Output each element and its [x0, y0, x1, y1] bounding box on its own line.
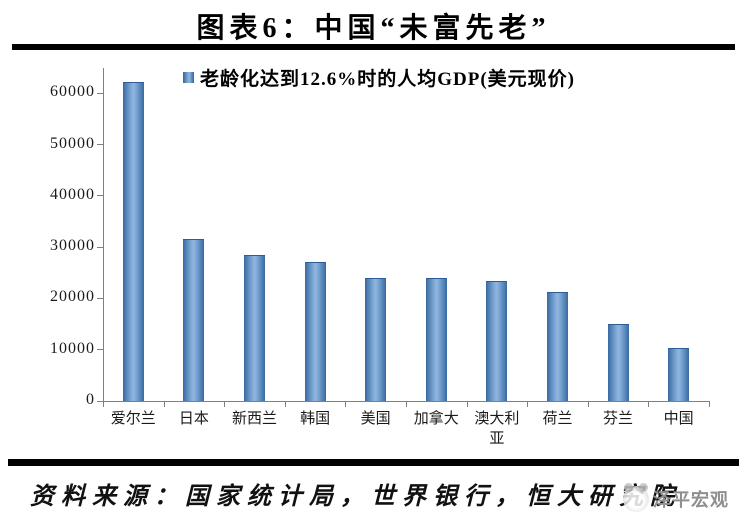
y-tick-mark	[97, 195, 103, 197]
bar-slot	[285, 71, 346, 401]
x-tick-mark	[466, 401, 468, 407]
bar	[365, 278, 387, 401]
bar-slot	[588, 71, 649, 401]
bar-slot	[527, 71, 588, 401]
bar	[668, 348, 690, 401]
top-divider	[12, 44, 735, 50]
y-tick-label: 30000	[50, 237, 95, 255]
x-tick-mark	[163, 401, 165, 407]
y-axis-line	[103, 68, 104, 401]
source-note: 资料来源：国家统计局，世界银行，恒大研究院	[30, 484, 681, 510]
y-tick-mark	[97, 297, 103, 299]
legend-series-label: 老龄化达到12.6%时的人均GDP(美元现价)	[200, 69, 576, 90]
bar-slot	[648, 71, 709, 401]
x-axis-line	[97, 401, 710, 402]
bar-series	[103, 71, 709, 401]
x-category-label: 日本	[178, 411, 209, 427]
watermark-logo-icon	[623, 483, 649, 512]
y-tick-label: 20000	[50, 288, 95, 306]
x-category-label: 荷兰	[542, 411, 573, 427]
x-category-label: 中国	[663, 411, 694, 427]
bar-slot	[406, 71, 467, 401]
x-tick-mark	[345, 401, 347, 407]
bar-slot	[467, 71, 528, 401]
x-category-label: 加拿大	[413, 411, 459, 427]
bar-slot	[345, 71, 406, 401]
x-tick-mark	[103, 401, 104, 407]
x-tick-mark	[587, 401, 589, 407]
y-tick-mark	[97, 349, 103, 351]
watermark: 泽平宏观	[623, 483, 729, 512]
bar	[607, 324, 629, 401]
bar-slot	[103, 71, 164, 401]
y-tick-label: 50000	[50, 134, 95, 152]
bar	[183, 239, 205, 401]
x-category-label: 韩国	[300, 411, 331, 427]
x-tick-mark	[284, 401, 286, 407]
x-category-label: 新西兰	[231, 411, 277, 427]
watermark-text: 泽平宏观	[653, 490, 729, 510]
bar-slot	[164, 71, 225, 401]
chart-title: 图表6：中国“未富先老”	[196, 13, 551, 44]
x-tick-mark	[709, 401, 710, 407]
x-axis-category-labels: 爱尔兰 日本 新西兰 韩国 美国 加拿大 澳大利亚 荷兰 芬兰 中国	[103, 409, 709, 450]
y-tick-mark	[97, 246, 103, 248]
bar	[122, 82, 144, 401]
x-tick-mark	[406, 401, 407, 407]
bar	[304, 262, 326, 401]
bar	[546, 292, 568, 401]
y-tick-label: 40000	[50, 185, 95, 203]
bar-slot	[224, 71, 285, 401]
y-tick-mark	[97, 144, 103, 146]
x-tick-mark	[648, 401, 650, 407]
y-tick-mark	[97, 92, 103, 94]
x-category-label: 美国	[360, 411, 391, 427]
bottom-divider	[8, 459, 739, 466]
x-category-label: 芬兰	[603, 411, 634, 427]
bar	[425, 278, 447, 401]
bar	[486, 281, 508, 401]
y-tick-label: 60000	[50, 83, 95, 101]
x-tick-mark	[527, 401, 529, 407]
bar	[243, 255, 265, 401]
y-tick-label: 0	[86, 391, 95, 408]
x-category-label: 澳大利亚	[474, 411, 520, 448]
x-tick-mark	[224, 401, 226, 407]
legend: 老龄化达到12.6%时的人均GDP(美元现价)	[183, 64, 575, 91]
legend-series-marker-icon	[183, 72, 194, 83]
x-category-label: 爱尔兰	[110, 411, 156, 427]
y-tick-label: 10000	[50, 339, 95, 357]
